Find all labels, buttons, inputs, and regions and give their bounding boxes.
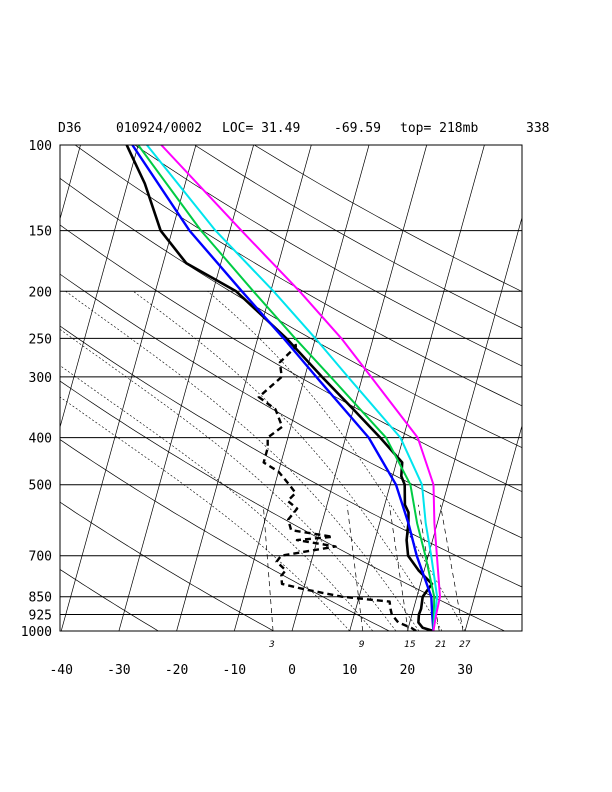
temperature-tick-label: 10: [342, 663, 358, 678]
series-line-2: [131, 145, 435, 631]
moist-adiabat-line: [65, 291, 420, 631]
isotherm-line: [176, 145, 312, 631]
dry-adiabat-line: [60, 380, 505, 631]
moist-adiabat-line: [133, 291, 443, 631]
header-station: D36: [58, 121, 81, 136]
plot-frame: [59, 144, 523, 632]
temperature-tick-label: 20: [400, 663, 416, 678]
isotherm-line: [233, 145, 370, 631]
temperature-tick-label: -30: [107, 663, 130, 678]
pressure-tick-label: 250: [29, 332, 52, 347]
pressure-tick-label: 925: [29, 609, 52, 624]
background-lines: [0, 145, 612, 631]
moist-adiabat-line: [60, 396, 350, 631]
mixing-ratio-line: [388, 504, 409, 631]
dry-adiabat-line: [60, 177, 522, 449]
series-line-5: [160, 145, 441, 631]
mixing-ratio-label: 3: [269, 640, 275, 650]
mixing-ratio-line: [262, 504, 274, 631]
moist-adiabat-line: [207, 291, 466, 631]
isotherm-line: [464, 424, 522, 631]
pressure-tick-label: 100: [29, 139, 52, 154]
isotherm-line: [291, 145, 428, 631]
moist-adiabat-line: [60, 365, 374, 631]
pressure-tick-label: 500: [29, 479, 52, 494]
header-top: top= 218mb: [400, 121, 478, 136]
dry-adiabat-line: [60, 439, 390, 631]
pressure-tick-label: 850: [29, 591, 52, 606]
mixing-ratio-label: 27: [459, 640, 471, 650]
temperature-tick-label: -10: [223, 663, 246, 678]
pressure-tick-label: 200: [29, 285, 52, 300]
dry-adiabat-line: [60, 501, 274, 631]
temperature-tick-label: 30: [457, 663, 473, 678]
isotherm-line: [581, 145, 612, 631]
header-location: LOC= 31.49: [222, 121, 300, 136]
dry-adiabat-line: [194, 145, 522, 329]
header-extra: 338: [526, 121, 549, 136]
series-line-3: [137, 145, 436, 631]
isotherm-line: [0, 145, 23, 631]
pressure-tick-label: 400: [29, 432, 52, 447]
moist-adiabat-line: [60, 328, 397, 631]
dry-adiabat-line: [134, 145, 522, 367]
isotherm-line: [60, 145, 139, 429]
sounding-traces: [125, 145, 441, 631]
dry-adiabat-line: [74, 145, 522, 407]
mixing-ratio-line: [346, 504, 364, 631]
header-datetime: 010924/0002: [116, 121, 202, 136]
isotherm-line: [60, 145, 197, 631]
pressure-tick-label: 700: [29, 550, 52, 565]
isotherm-line: [349, 145, 485, 631]
pressure-tick-label: 150: [29, 225, 52, 240]
temperature-tick-label: -40: [49, 663, 72, 678]
isotherm-line: [118, 145, 254, 631]
mixing-ratio-label: 21: [435, 640, 446, 650]
dry-adiabat-line: [60, 569, 159, 631]
temperature-tick-label: 0: [288, 663, 296, 678]
dry-adiabat-line: [60, 224, 522, 493]
mixing-ratio-line: [440, 504, 464, 631]
temperature-tick-label: -20: [165, 663, 188, 678]
pressure-tick-label: 1000: [21, 625, 52, 640]
series-line-0: [125, 145, 434, 631]
mixing-ratio-label: 9: [359, 640, 365, 650]
dry-adiabat-line: [60, 273, 522, 539]
isotherm-line: [523, 145, 612, 631]
mixing-ratio-label: 15: [404, 640, 416, 650]
series-line-4: [146, 145, 439, 631]
pressure-tick-label: 300: [29, 371, 52, 386]
dry-adiabat-line: [254, 145, 522, 292]
dry-adiabat-line: [60, 325, 522, 588]
header-longitude: -69.59: [334, 121, 381, 136]
